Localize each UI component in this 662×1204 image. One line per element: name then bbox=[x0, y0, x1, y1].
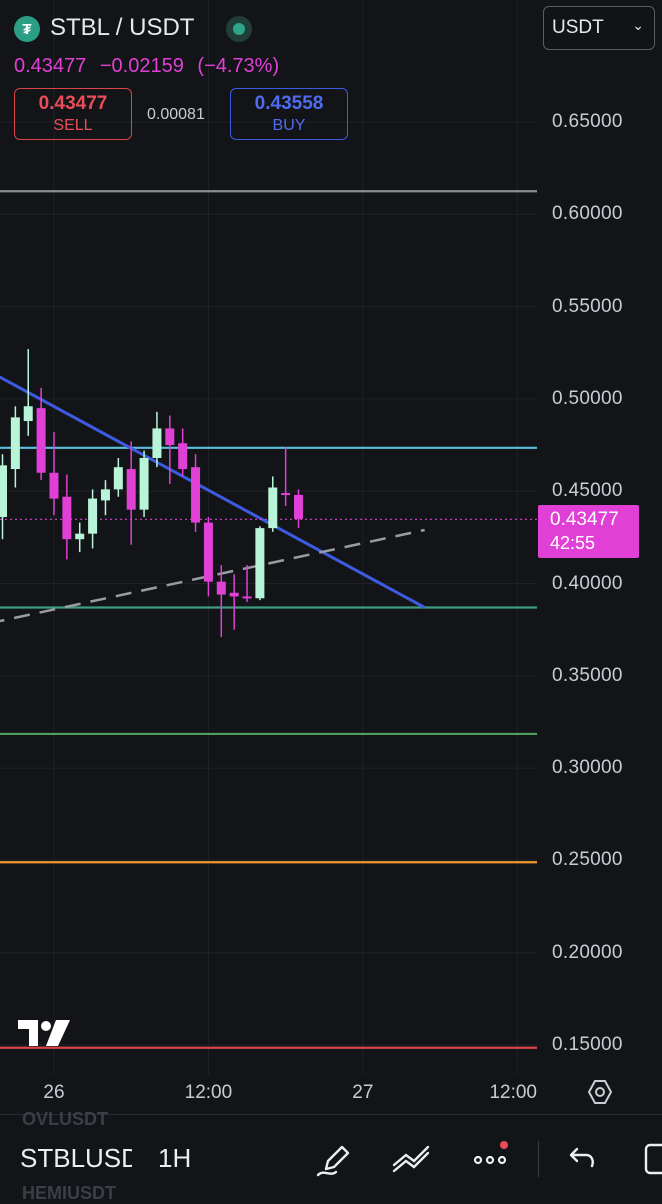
candle-body bbox=[36, 408, 46, 473]
price-chart[interactable] bbox=[0, 0, 537, 1075]
price-axis-label: 0.35000 bbox=[552, 664, 623, 686]
layout-icon[interactable] bbox=[640, 1139, 662, 1179]
price-change-percent: (−4.73%) bbox=[197, 55, 280, 77]
candle-body bbox=[62, 496, 72, 540]
market-open-indicator bbox=[226, 16, 252, 42]
spread-value: 0.00081 bbox=[147, 106, 205, 123]
currency-select[interactable]: USDT ⌄ bbox=[543, 6, 655, 50]
bar-countdown: 42:55 bbox=[550, 533, 596, 553]
price-axis-label: 0.30000 bbox=[552, 757, 623, 779]
candle-body bbox=[203, 522, 213, 582]
buy-button[interactable]: 0.43558 BUY bbox=[230, 88, 348, 140]
symbol-selector[interactable]: STBLUSDT bbox=[20, 1143, 132, 1173]
buy-price: 0.43558 bbox=[254, 93, 324, 114]
candle-body bbox=[152, 428, 162, 458]
candle-body bbox=[229, 592, 239, 597]
price-change: −0.02159 bbox=[99, 55, 184, 77]
candle-body bbox=[281, 493, 291, 496]
candle-body bbox=[75, 533, 85, 540]
chevron-down-icon: ⌄ bbox=[632, 17, 644, 33]
price-tag-value: 0.43477 bbox=[550, 509, 619, 530]
sell-button[interactable]: 0.43477 SELL bbox=[14, 88, 132, 140]
pencil-icon[interactable] bbox=[314, 1139, 354, 1179]
price-axis-label: 0.65000 bbox=[552, 111, 623, 132]
price-axis-label: 0.20000 bbox=[552, 941, 623, 963]
trendline bbox=[0, 375, 426, 609]
chart-area[interactable] bbox=[0, 0, 537, 1075]
interval-selector[interactable]: 1H bbox=[158, 1143, 192, 1173]
more-icon[interactable] bbox=[470, 1139, 510, 1179]
candle-body bbox=[88, 498, 98, 534]
sell-label: SELL bbox=[53, 117, 93, 134]
candle-body bbox=[49, 472, 59, 499]
last-price: 0.43477 bbox=[14, 55, 87, 77]
candle-body bbox=[268, 487, 278, 529]
price-axis-label: 0.15000 bbox=[552, 1034, 623, 1055]
time-axis-label: 12:00 bbox=[184, 1082, 233, 1103]
price-axis-label: 0.45000 bbox=[552, 480, 623, 502]
toolbar-divider bbox=[538, 1141, 539, 1177]
candle-body bbox=[0, 465, 7, 518]
settings-icon[interactable] bbox=[586, 1078, 614, 1106]
time-axis-label: 26 bbox=[43, 1082, 65, 1103]
candle-body bbox=[10, 417, 20, 470]
candle-body bbox=[100, 489, 110, 501]
candle-body bbox=[178, 443, 188, 470]
buy-label: BUY bbox=[272, 117, 306, 134]
time-axis-label: 27 bbox=[352, 1082, 374, 1103]
candle-body bbox=[165, 428, 175, 446]
next-symbol[interactable]: HEMIUSDT bbox=[22, 1183, 116, 1203]
price-axis-label: 0.25000 bbox=[552, 849, 623, 871]
candle-body bbox=[126, 469, 136, 510]
trendline bbox=[0, 528, 425, 623]
candle-body bbox=[139, 457, 149, 510]
tradingview-logo-icon bbox=[18, 1020, 70, 1046]
sell-price: 0.43477 bbox=[38, 93, 108, 114]
last-price-tag: 0.43477 42:55 bbox=[538, 505, 639, 558]
price-axis-label: 0.55000 bbox=[552, 295, 623, 317]
candle-body bbox=[294, 494, 304, 519]
tether-icon: ₮ bbox=[14, 16, 40, 42]
price-axis-label: 0.50000 bbox=[552, 387, 623, 409]
candle-body bbox=[242, 596, 252, 599]
time-axis-label: 12:00 bbox=[489, 1082, 537, 1103]
previous-symbol[interactable]: OVLUSDT bbox=[22, 1109, 109, 1129]
drawing-tools-icon[interactable] bbox=[392, 1139, 432, 1179]
symbol-title[interactable]: STBL / USDT bbox=[50, 14, 195, 41]
undo-icon[interactable] bbox=[562, 1139, 602, 1179]
bottom-toolbar: OVLUSDT HEMIUSDT STBLUSDT 1H bbox=[0, 1109, 662, 1203]
candle-body bbox=[113, 467, 123, 490]
candle-body bbox=[216, 581, 226, 595]
currency-value: USDT bbox=[552, 17, 604, 38]
price-axis-label: 0.40000 bbox=[552, 572, 623, 594]
candle-body bbox=[23, 406, 33, 422]
quote-line: 0.43477 −0.02159 (−4.73%) bbox=[14, 55, 287, 78]
price-axis-label: 0.60000 bbox=[552, 203, 623, 225]
candle-body bbox=[255, 528, 265, 599]
candle-body bbox=[191, 467, 201, 523]
